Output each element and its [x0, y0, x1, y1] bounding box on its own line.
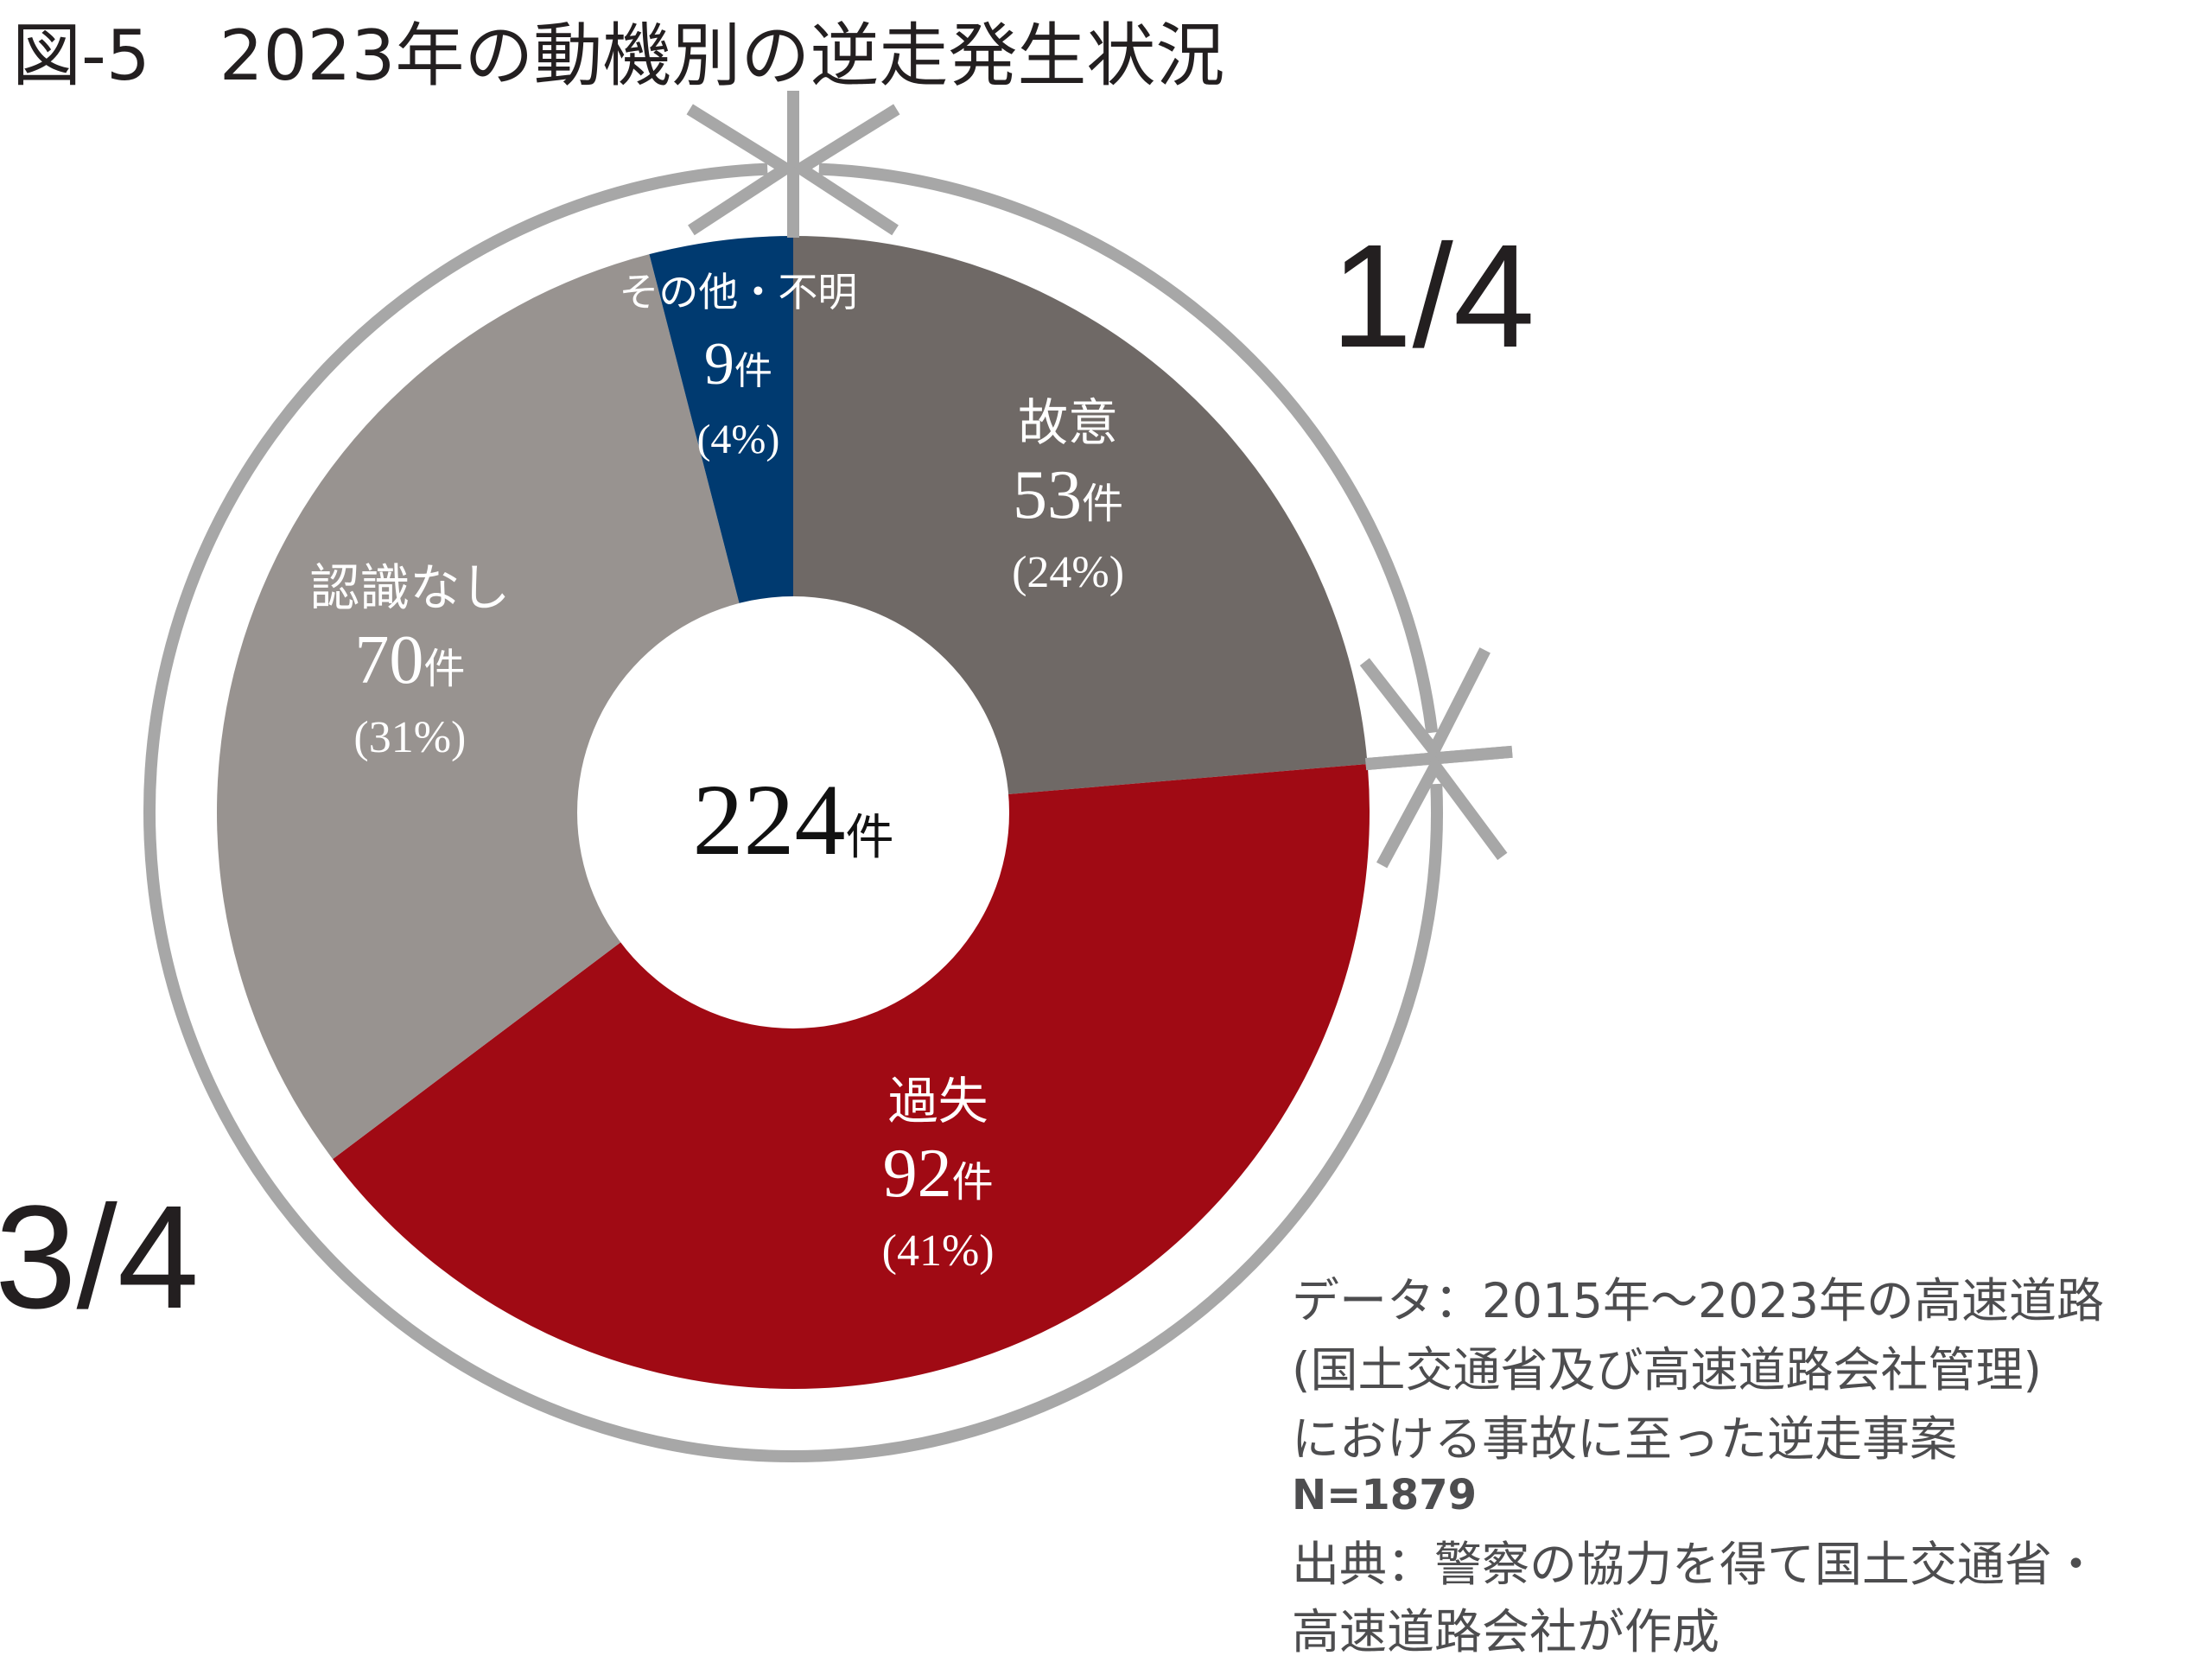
sample-size: N=1879 [1292, 1471, 1477, 1519]
bracket-arrowhead [789, 104, 900, 236]
slice-count-value: 92 [883, 1136, 952, 1212]
pie-slice-2 [216, 254, 793, 1160]
slice-count: 70件 [354, 622, 465, 698]
note-line-cases: における事故に至った逆走事案 [1292, 1411, 1958, 1467]
slice-count-unit: 件 [423, 646, 465, 692]
bracket-arc [818, 162, 1439, 734]
slice-name: 故意 [1018, 393, 1118, 452]
slice-name: 認識なし [309, 558, 510, 617]
bracket-arrows [143, 91, 1513, 1462]
total-count-label: 224件 [693, 763, 894, 876]
slice-name: その他・不明 [619, 269, 857, 315]
slice-label-1: 過失 92件 (41%) [882, 1072, 995, 1276]
total-count-unit: 件 [846, 812, 894, 865]
bracket-arrowhead [1376, 755, 1508, 869]
slice-percent: (31%) [353, 713, 466, 762]
bracket-arc [143, 162, 1443, 1462]
bracket-arrowhead [1359, 647, 1491, 762]
source-line-2: 高速道路会社が作成 [1292, 1604, 1720, 1659]
total-count-value: 224 [693, 763, 846, 876]
note-line-scope: (国土交通省及び高速道路会社管理) [1292, 1342, 2042, 1398]
note-line-data: データ：2015年〜2023年の高速道路 [1292, 1273, 2104, 1328]
pie-slice-1 [333, 763, 1370, 1389]
chart-title: 図-5 2023年の動機別の逆走発生状況 [12, 16, 1225, 96]
slice-count-unit: 件 [952, 1160, 994, 1206]
bracket-1 [143, 91, 1513, 1462]
bracket-label-quarter: 1/4 [1331, 214, 1535, 379]
slice-count-unit: 件 [1082, 481, 1123, 527]
slice-percent: (41%) [882, 1226, 995, 1276]
source-line-1: 出典：警察の協力を得て国土交通省・ [1292, 1537, 2101, 1592]
slice-percent: (24%) [1012, 548, 1124, 597]
slice-percent: (4%) [696, 417, 779, 462]
slice-count: 9件 [704, 331, 772, 398]
bracket-tick [1365, 745, 1513, 771]
slice-count: 92件 [883, 1136, 994, 1212]
bracket-label-three-quarters: 3/4 [0, 1175, 200, 1340]
slice-name: 過失 [888, 1072, 988, 1130]
bracket-arrowhead [686, 104, 798, 236]
slice-label-3: その他・不明 9件 (4%) [619, 269, 857, 462]
pie-center-hole [577, 596, 1009, 1028]
slice-count-value: 53 [1013, 457, 1082, 533]
slice-count-value: 9 [704, 331, 734, 398]
slice-count: 53件 [1013, 457, 1123, 533]
slice-count-unit: 件 [734, 350, 772, 392]
slice-labels: 故意53件(24%)過失92件(41%)認識なし70件(31%)その他・不明9件… [309, 269, 1124, 1276]
slice-count-value: 70 [354, 622, 423, 698]
